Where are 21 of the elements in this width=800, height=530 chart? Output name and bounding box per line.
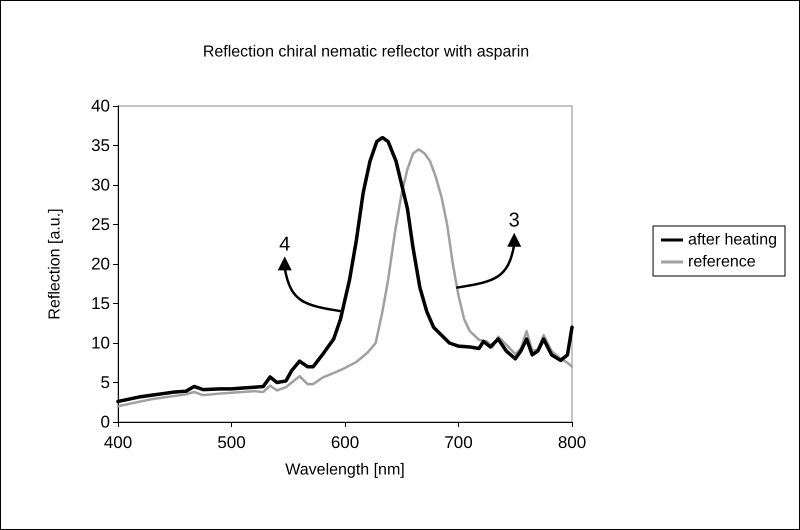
- y-tick-label: 40: [91, 96, 110, 116]
- y-tick-label: 15: [91, 294, 110, 313]
- legend-label: reference: [688, 254, 756, 270]
- y-tick-label: 35: [91, 136, 110, 155]
- annotation: 4: [279, 233, 290, 256]
- x-tick-label: 800: [558, 433, 586, 452]
- y-tick-label: 10: [91, 334, 110, 352]
- y-tick-label: 5: [100, 373, 110, 392]
- x-tick-label: 700: [444, 433, 473, 452]
- y-axis-title: Reflection [a.u.]: [46, 208, 64, 320]
- y-tick-label: 20: [91, 254, 110, 274]
- x-tick-label: 400: [104, 433, 132, 452]
- chart-title: Reflection chiral nematic reflector with asparin: [202, 44, 530, 60]
- x-tick-label: 600: [330, 433, 360, 452]
- x-axis-title: Wavelength [nm]: [285, 462, 405, 478]
- y-tick-label: 30: [91, 176, 110, 194]
- legend-label: after heating: [688, 232, 777, 248]
- x-tick-label: 500: [217, 433, 246, 452]
- y-tick-label: 25: [91, 215, 110, 234]
- annotation: 3: [508, 210, 520, 232]
- y-tick-label: 0: [100, 412, 110, 432]
